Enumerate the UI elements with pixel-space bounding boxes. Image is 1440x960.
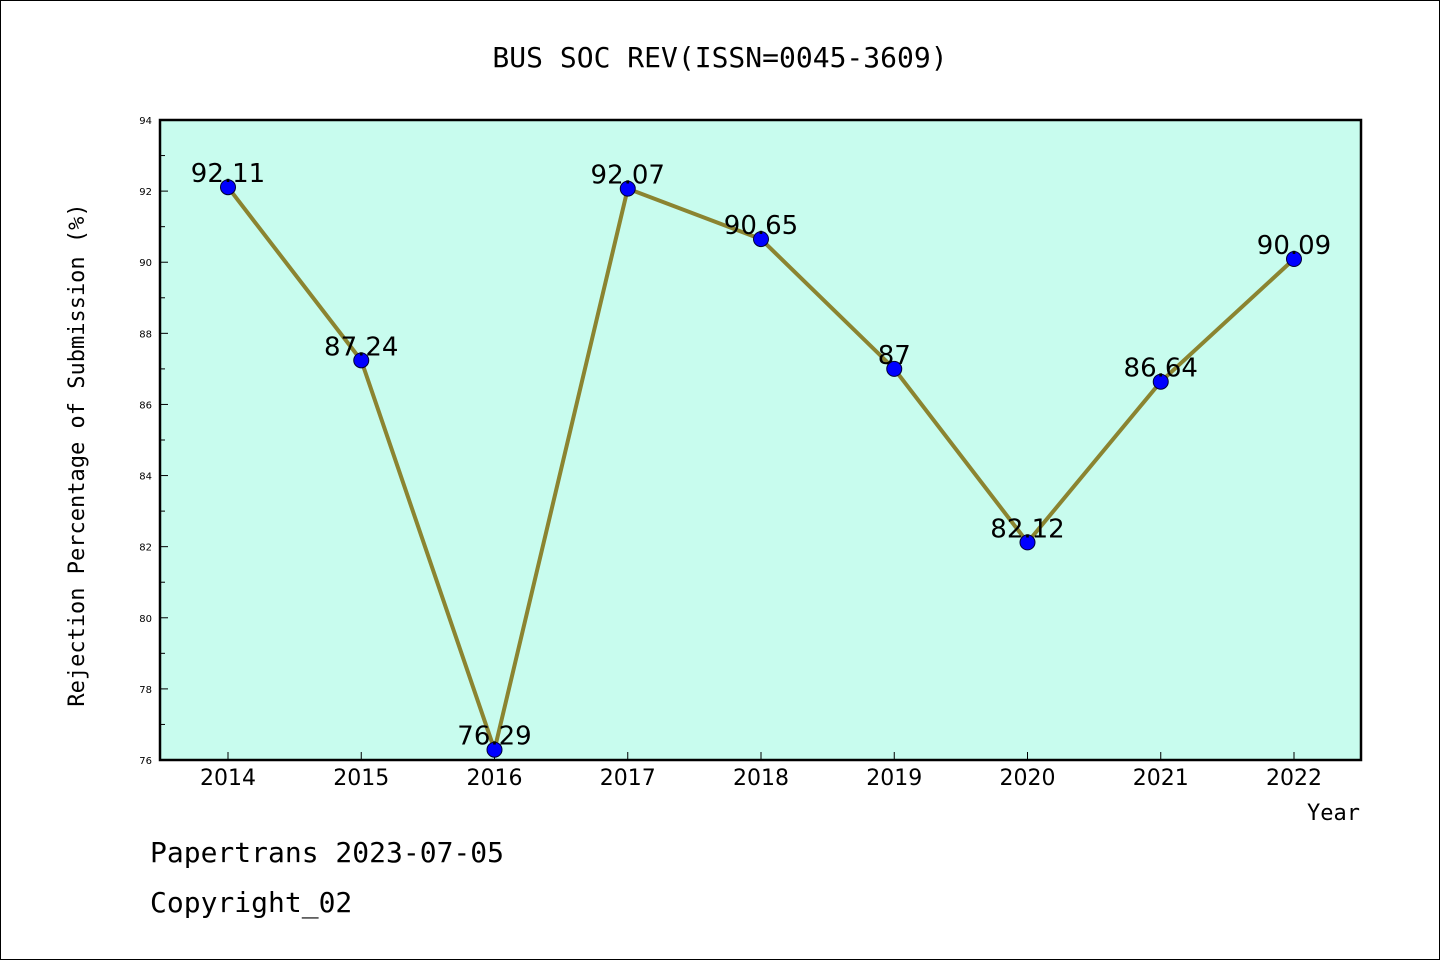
data-point	[619, 180, 636, 197]
y-tick-label: 78	[139, 685, 152, 696]
x-tick-label: 2021	[1133, 766, 1189, 791]
data-point	[886, 360, 903, 377]
x-tick-label: 2022	[1266, 766, 1322, 791]
y-tick-label: 76	[139, 756, 152, 767]
data-point	[353, 352, 370, 369]
data-label: 92.07	[591, 161, 665, 191]
data-label: 90.09	[1257, 231, 1331, 261]
data-point	[753, 231, 769, 248]
footer-date: Papertrans 2023-07-05	[150, 836, 505, 869]
x-tick-label: 2019	[866, 766, 922, 791]
data-label: 90.65	[724, 211, 798, 241]
data-point	[1286, 251, 1302, 268]
chart-title: BUS SOC REV(ISSN=0045-3609)	[492, 41, 947, 74]
x-tick-label: 2015	[333, 766, 389, 791]
y-tick-label: 84	[139, 472, 152, 483]
data-label: 76.29	[457, 722, 531, 752]
y-tick-label: 90	[139, 258, 152, 269]
x-tick-label: 2020	[1000, 766, 1056, 791]
y-tick-label: 88	[139, 329, 152, 340]
series-layer: 92.11 87.24 76.29 92.07 90.65 87 82.12 86.64 90.…	[191, 159, 1331, 758]
data-label: 87	[878, 341, 911, 371]
data-label: 92.11	[191, 159, 265, 189]
data-point	[1152, 373, 1169, 390]
x-tick-label: 2017	[600, 766, 656, 791]
data-label: 86.64	[1124, 354, 1198, 384]
data-point	[1019, 534, 1036, 551]
x-tick-label: 2016	[467, 766, 523, 791]
y-tick-label: 82	[139, 543, 152, 554]
data-point	[220, 179, 236, 196]
y-axis-label: Rejection Percentage of Submission (%)	[65, 203, 90, 706]
footer-copyright: Copyright_02	[150, 886, 353, 919]
data-label: 87.24	[324, 332, 398, 362]
plot-border	[158, 118, 1363, 762]
x-axis-label: Year	[1307, 801, 1360, 826]
y-tick-label: 94	[139, 116, 152, 127]
y-tick-label: 92	[139, 187, 152, 198]
x-axis: 2014 2015 2016 2017 2018 2019 2020 2021 2022	[200, 752, 1322, 791]
x-tick-label: 2018	[733, 766, 789, 791]
data-label: 82.12	[990, 514, 1064, 544]
y-tick-label: 80	[139, 614, 152, 625]
plot-area	[160, 120, 1361, 760]
y-tick-label: 86	[139, 400, 152, 411]
data-point	[486, 741, 503, 758]
x-tick-label: 2014	[200, 766, 256, 791]
